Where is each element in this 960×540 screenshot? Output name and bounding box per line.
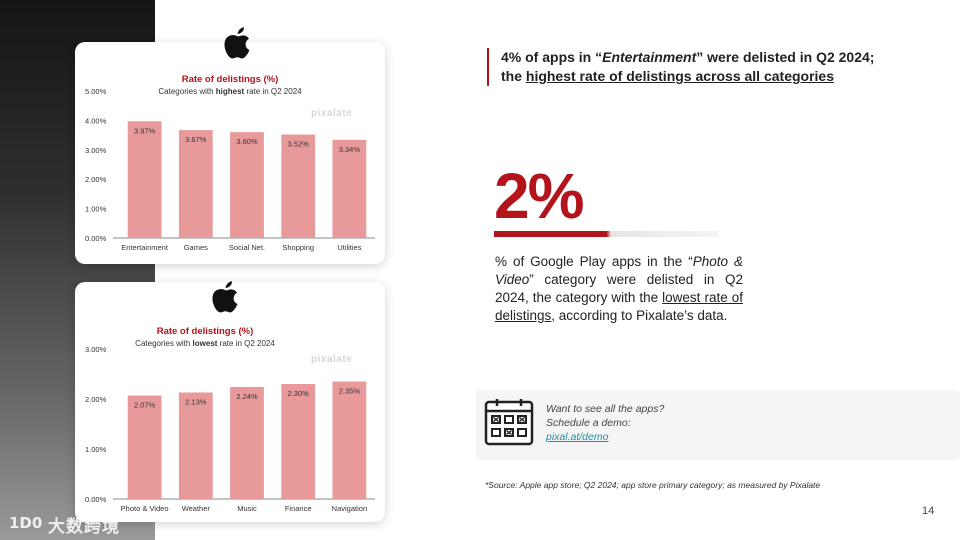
- headline-emphasis: highest rate of delistings across all ca…: [525, 68, 834, 84]
- y-tick-label: 0.00%: [85, 234, 107, 243]
- lowest-delistings-chart-card: Rate of delistings (%) Categories with l…: [75, 281, 385, 522]
- lowest-rate-bar-chart: 0.00% 1.00% 2.00% 3.00% 2.07% Photo & Video 2.…: [85, 345, 375, 513]
- slide-headline: 4% of apps in “Entertainment” were delis…: [487, 48, 927, 86]
- brand-logo: 1D0 大数跨境: [8, 510, 128, 536]
- x-tick-label: Utilities: [337, 243, 361, 252]
- y-tick-label: 1.00%: [85, 445, 107, 454]
- pixalate-watermark: pixalate: [311, 108, 353, 119]
- demo-link[interactable]: pixal.at/demo: [546, 431, 609, 443]
- bar: [178, 130, 213, 238]
- bar: [332, 381, 367, 499]
- big-stat-value: 2%: [494, 160, 584, 232]
- calendar-icon: [484, 399, 534, 446]
- y-tick-label: 1.00%: [85, 205, 107, 214]
- bar-value-label: 2.07%: [134, 401, 156, 410]
- logo-mark-icon: 1D0: [9, 514, 42, 532]
- chart-title: Rate of delistings (%): [181, 74, 279, 85]
- x-tick-label: Navigation: [332, 504, 367, 513]
- source-footnote: *Source: Apple app store; Q2 2024; app s…: [485, 480, 821, 490]
- x-tick-label: Finance: [285, 504, 312, 513]
- stat-underline-bar: [494, 231, 719, 237]
- y-tick-label: 5.00%: [85, 87, 107, 96]
- bar: [230, 387, 264, 499]
- bar: [127, 121, 162, 238]
- x-tick-label: Social Net.: [229, 243, 265, 252]
- y-tick-label: 2.00%: [85, 395, 107, 404]
- y-tick-label: 3.00%: [85, 146, 107, 155]
- x-tick-label: Entertainment: [121, 243, 169, 252]
- highest-delistings-chart-card: Rate of delistings (%) Categories with h…: [75, 27, 385, 264]
- bar-value-label: 3.34%: [339, 145, 361, 154]
- bar-value-label: 2.13%: [185, 398, 207, 407]
- bar-value-label: 2.35%: [339, 387, 361, 396]
- pixalate-watermark: pixalate: [311, 354, 353, 365]
- y-tick-label: 3.00%: [85, 345, 107, 354]
- bar: [230, 132, 264, 238]
- highest-rate-bar-chart: 0.00% 1.00% 2.00% 3.00% 4.00% 5.00% 3.97% Enter…: [85, 87, 375, 252]
- bar-value-label: 3.52%: [288, 140, 310, 149]
- x-tick-label: Music: [237, 504, 257, 513]
- chart-subtitle: Categories with highest rate in Q2 2024: [158, 87, 302, 96]
- svg-text:1D0: 1D0: [9, 514, 42, 532]
- stat-description: % of Google Play apps in the “Photo & Vi…: [495, 254, 743, 323]
- y-tick-label: 0.00%: [85, 495, 107, 504]
- bar: [332, 139, 367, 238]
- bar-value-label: 2.30%: [288, 389, 310, 398]
- apple-icon: [212, 281, 238, 313]
- chart-subtitle: Categories with lowest rate in Q2 2024: [135, 339, 275, 348]
- chart-title: Rate of delistings (%): [156, 326, 254, 337]
- bar: [178, 392, 213, 499]
- x-tick-label: Games: [184, 243, 208, 252]
- bar-value-label: 3.97%: [134, 126, 156, 135]
- bar-value-label: 2.24%: [236, 392, 258, 401]
- bar: [281, 384, 316, 499]
- bar-value-label: 3.67%: [185, 135, 207, 144]
- apple-icon: [224, 27, 250, 59]
- x-tick-label: Photo & Video: [121, 504, 169, 513]
- y-tick-label: 4.00%: [85, 116, 107, 125]
- logo-text: 大数跨境: [48, 517, 120, 536]
- x-tick-label: Shopping: [282, 243, 314, 252]
- cta-text: Want to see all the apps? Schedule a dem…: [546, 403, 665, 443]
- bar: [127, 395, 162, 499]
- page-number: 14: [922, 505, 935, 517]
- y-tick-label: 2.00%: [85, 175, 107, 184]
- x-tick-label: Weather: [182, 504, 211, 513]
- bar: [281, 134, 316, 238]
- demo-cta-box: Want to see all the apps? Schedule a dem…: [476, 390, 960, 460]
- bar-value-label: 3.60%: [236, 137, 258, 146]
